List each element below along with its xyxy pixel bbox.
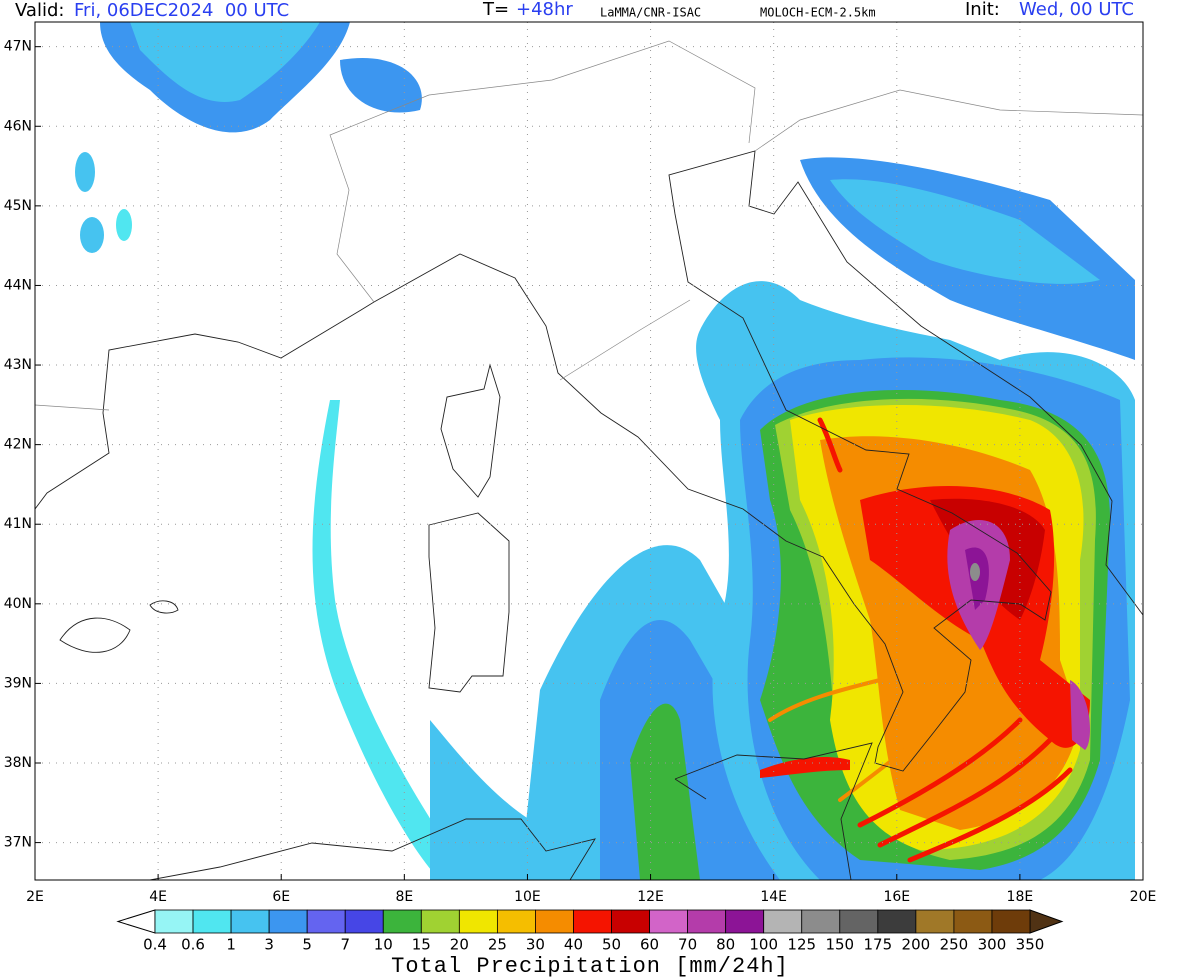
graticule — [34, 22, 1144, 880]
colorbar-box — [535, 909, 574, 934]
y-tick-label: 41N — [4, 516, 32, 532]
x-tick-label: 12E — [637, 889, 664, 905]
colorbar-label: 3 — [264, 936, 274, 954]
colorbar-box — [801, 909, 841, 934]
x-tick-label: 6E — [272, 889, 290, 905]
colorbar-box — [649, 909, 689, 934]
valid-value: Fri, 06DEC2024 00 UTC — [74, 0, 289, 21]
colorbar-label: 25 — [488, 936, 507, 954]
x-tick-label: 8E — [395, 889, 413, 905]
colorbar-box — [877, 909, 917, 934]
model: MOLOCH-ECM-2.5km — [760, 6, 876, 20]
x-tick-label: 2E — [26, 889, 44, 905]
y-tick-label: 45N — [4, 198, 32, 214]
colorbar-label: 70 — [678, 936, 697, 954]
step-label: T= — [482, 0, 509, 20]
colorbar-box — [725, 909, 765, 934]
source: LaMMA/CNR-ISAC — [600, 6, 701, 20]
precipitation-field — [75, 22, 1135, 880]
y-tick-label: 38N — [4, 755, 32, 771]
colorbar-label: 300 — [978, 936, 1007, 954]
colorbar-box — [420, 909, 460, 934]
colorbar-box — [154, 909, 194, 934]
valid-label: Valid: — [15, 0, 64, 21]
colorbar-label: 175 — [864, 936, 893, 954]
x-tick-label: 18E — [1007, 889, 1034, 905]
x-tick-label: 14E — [760, 889, 787, 905]
colorbar-box — [953, 909, 993, 934]
y-tick-label: 44N — [4, 277, 32, 293]
colorbar-label: 20 — [450, 936, 469, 954]
axes: 2E 4E 6E 8E 10E 12E 14E 16E 18E 20E 37N 38N 39N 40N 41… — [4, 39, 1157, 905]
colorbar-box — [763, 909, 803, 934]
x-tick-label: 10E — [514, 889, 541, 905]
colorbar-label: 30 — [526, 936, 545, 954]
colorbar-label: 100 — [749, 936, 778, 954]
colorbar-box — [611, 909, 650, 934]
colorbar: 0.4 0.6 1 3 5 7 10 15 20 25 30 40 50 60 70 80 100 125 150 1… — [116, 909, 1064, 954]
colorbar-label: 40 — [564, 936, 583, 954]
colorbar-over — [1029, 909, 1064, 934]
x-tick-label: 4E — [149, 889, 167, 905]
colorbar-box — [382, 909, 422, 934]
colorbar-label: 125 — [787, 936, 816, 954]
y-tick-label: 39N — [4, 675, 32, 691]
colorbar-box — [192, 909, 232, 934]
colorbar-label: 200 — [902, 936, 931, 954]
colorbar-label: 350 — [1016, 936, 1045, 954]
init-value: Wed, 00 UTC — [1019, 0, 1134, 20]
colorbar-box — [687, 909, 727, 934]
y-tick-label: 40N — [4, 596, 32, 612]
colorbar-title: Total Precipitation [mm/24h] — [391, 954, 789, 979]
colorbar-label: 80 — [716, 936, 735, 954]
colorbar-box — [496, 909, 536, 934]
colorbar-label: 0.6 — [181, 936, 205, 954]
init-label: Init: — [965, 0, 1000, 20]
colorbar-box — [915, 909, 955, 934]
colorbar-label: 10 — [374, 936, 393, 954]
colorbar-box — [306, 909, 346, 934]
colorbar-label: 150 — [825, 936, 854, 954]
colorbar-label: 1 — [226, 936, 236, 954]
colorbar-box — [458, 909, 498, 934]
colorbar-box — [839, 909, 879, 934]
y-tick-label: 42N — [4, 437, 32, 453]
colorbar-box — [573, 909, 612, 934]
colorbar-label: 50 — [602, 936, 621, 954]
colorbar-label: 0.4 — [143, 936, 167, 954]
colorbar-label: 15 — [412, 936, 431, 954]
colorbar-box — [991, 909, 1031, 934]
colorbar-label: 60 — [640, 936, 659, 954]
colorbar-box — [344, 909, 384, 934]
colorbar-box — [230, 909, 270, 934]
header: Valid: Fri, 06DEC2024 00 UTC T= +48hr La… — [15, 0, 1134, 21]
colorbar-label: 7 — [340, 936, 350, 954]
x-tick-label: 16E — [883, 889, 910, 905]
colorbar-label: 250 — [940, 936, 969, 954]
map-frame — [34, 21, 1144, 881]
colorbar-box — [268, 909, 308, 934]
x-tick-label: 20E — [1130, 889, 1157, 905]
y-tick-label: 43N — [4, 357, 32, 373]
colorbar-label: 5 — [302, 936, 312, 954]
step-value: +48hr — [516, 0, 573, 20]
colorbar-under — [116, 909, 156, 934]
y-tick-label: 37N — [4, 835, 32, 851]
y-tick-label: 46N — [4, 118, 32, 134]
y-tick-label: 47N — [4, 39, 32, 55]
